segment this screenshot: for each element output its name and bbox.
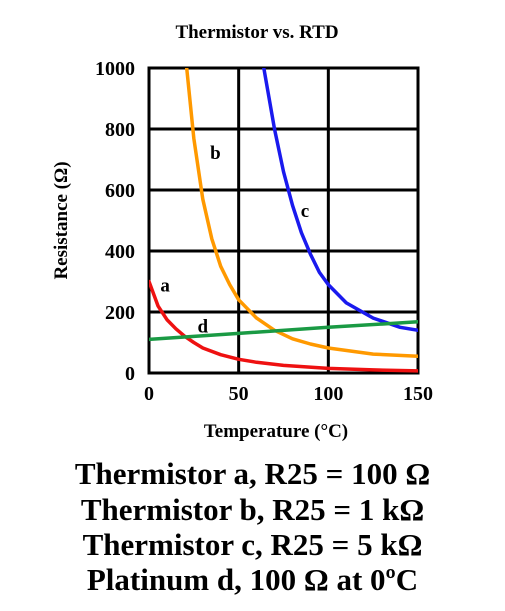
- caption-thermistor-a: Thermistor a, R25 = 100 Ω: [74, 456, 431, 491]
- y-tick-label-1000: 1000: [95, 58, 135, 80]
- caption-thermistor-b: Thermistor b, R25 = 1 kΩ: [80, 492, 425, 527]
- plot-frame: [147, 66, 420, 375]
- x-tick-label-150: 150: [403, 383, 433, 405]
- series-line-a: [149, 279, 418, 373]
- thermistor-rtd-chart: Thermistor vs. RTD 0 200 400 600 800 1000 0 50 10…: [51, 22, 433, 442]
- series-line-c: [262, 68, 418, 333]
- curve-label-a: a: [160, 276, 170, 297]
- curve-label-d: d: [198, 317, 209, 338]
- series-line-d: [149, 320, 418, 342]
- chart-title: Thermistor vs. RTD: [175, 22, 338, 43]
- caption-thermistor-c: Thermistor c, R25 = 5 kΩ: [82, 527, 423, 562]
- y-axis-label: Resistance (Ω): [51, 161, 72, 279]
- series-line-b: [184, 68, 418, 358]
- y-tick-label-200: 200: [105, 302, 135, 324]
- caption-platinum-d: Platinum d, 100 Ω at 0ºC: [86, 562, 419, 597]
- y-tick-label-800: 800: [105, 119, 135, 141]
- x-tick-label-50: 50: [229, 383, 249, 405]
- curve-label-b: b: [210, 143, 221, 164]
- y-tick-label-400: 400: [105, 241, 135, 263]
- x-axis-label: Temperature (°C): [204, 421, 348, 442]
- x-tick-label-100: 100: [313, 383, 343, 405]
- y-tick-label-0: 0: [125, 363, 135, 385]
- y-tick-label-600: 600: [105, 180, 135, 202]
- x-tick-label-0: 0: [144, 383, 154, 405]
- curve-label-c: c: [301, 201, 309, 222]
